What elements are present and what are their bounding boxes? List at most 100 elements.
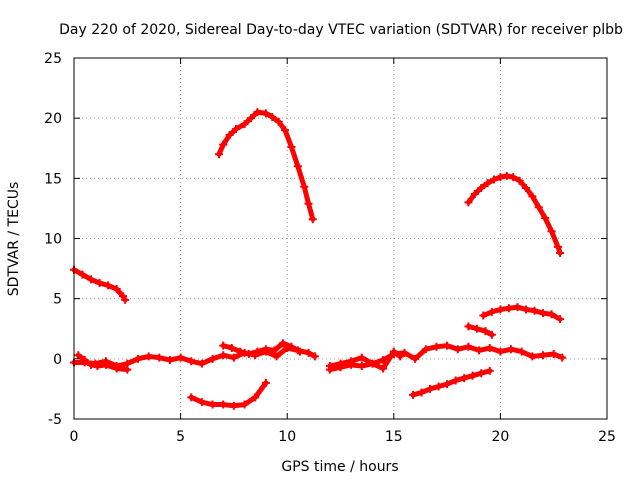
data-point <box>308 215 317 224</box>
data-point <box>515 176 524 185</box>
data-point <box>278 339 287 348</box>
data-point <box>556 315 565 324</box>
data-point <box>187 393 196 402</box>
data-point <box>293 162 302 171</box>
data-point <box>93 362 102 371</box>
series-arc-12 <box>408 366 494 399</box>
data-point <box>270 346 279 355</box>
ticks-layer: 0 5 10 15 20 25 -5 0 5 10 15 20 25 <box>44 51 616 445</box>
data-point <box>513 303 522 312</box>
data-point <box>155 353 164 362</box>
data-point <box>187 357 196 366</box>
data-point <box>304 348 313 357</box>
data-point <box>541 214 550 223</box>
data-point <box>133 354 142 363</box>
data-point <box>460 374 469 383</box>
x-tick-label: 20 <box>491 429 509 445</box>
data-point <box>487 330 496 339</box>
y-tick-label: 10 <box>44 232 62 248</box>
data-point <box>530 306 539 315</box>
y-tick-label: 5 <box>53 292 62 308</box>
y-tick-label: 0 <box>53 352 62 368</box>
data-point <box>244 350 253 359</box>
data-point <box>219 341 228 350</box>
data-point <box>101 360 110 369</box>
data-point <box>336 363 345 372</box>
series-arc-10 <box>325 347 405 374</box>
series-trace <box>410 368 493 398</box>
data-point <box>417 388 426 397</box>
series-arc-2 <box>214 108 317 224</box>
data-point <box>74 351 83 360</box>
data-point <box>281 126 290 135</box>
data-point <box>502 171 511 180</box>
data-point <box>310 352 319 361</box>
data-point <box>490 175 499 184</box>
data-point <box>472 324 481 333</box>
data-point <box>432 342 441 351</box>
data-point <box>421 345 430 354</box>
data-point <box>219 351 228 360</box>
series-arc-11 <box>187 378 270 410</box>
data-point <box>470 189 479 198</box>
chart-title: Day 220 of 2020, Sidereal Day-to-day VTE… <box>59 22 623 38</box>
data-point <box>487 307 496 316</box>
data-point <box>483 179 492 188</box>
data-point <box>225 131 234 140</box>
series-trace <box>465 323 495 338</box>
data-point <box>357 353 366 362</box>
data-point <box>287 143 296 152</box>
data-point <box>379 364 388 373</box>
data-point <box>477 369 486 378</box>
data-point <box>426 384 435 393</box>
data-point <box>443 380 452 389</box>
series-arc-8 <box>219 339 304 359</box>
y-tick-label: 15 <box>44 171 62 187</box>
data-point <box>481 327 490 336</box>
data-point <box>78 270 87 279</box>
series-arc-5 <box>479 303 565 324</box>
data-point <box>534 203 543 212</box>
data-layer <box>70 108 567 410</box>
data-point <box>477 183 486 192</box>
data-point <box>496 305 505 314</box>
data-point <box>496 347 505 356</box>
data-point <box>479 311 488 320</box>
data-point <box>232 124 241 133</box>
data-point <box>87 275 96 284</box>
data-point <box>496 173 505 182</box>
x-axis-label: GPS time / hours <box>281 459 398 475</box>
data-point <box>240 120 249 129</box>
data-point <box>214 150 223 159</box>
x-tick-label: 0 <box>70 429 79 445</box>
data-point <box>547 227 556 236</box>
data-point <box>443 341 452 350</box>
data-point <box>295 347 304 356</box>
data-point <box>464 198 473 207</box>
y-tick-label: 25 <box>44 51 62 67</box>
data-point <box>272 352 281 361</box>
data-point <box>521 183 530 192</box>
x-tick-label: 5 <box>176 429 185 445</box>
data-point <box>464 322 473 331</box>
data-point <box>325 365 334 374</box>
data-point <box>229 401 238 410</box>
data-point <box>87 360 96 369</box>
data-point <box>208 400 217 409</box>
series-trace <box>216 109 316 222</box>
data-point <box>123 365 132 374</box>
data-point <box>464 342 473 351</box>
x-tick-label: 15 <box>385 429 403 445</box>
data-point <box>227 344 236 353</box>
data-point <box>261 345 270 354</box>
data-point <box>396 352 405 361</box>
series-trace <box>220 340 303 357</box>
data-point <box>251 393 260 402</box>
data-point <box>434 382 443 391</box>
data-point <box>504 304 513 313</box>
y-tick-label: 20 <box>44 111 62 127</box>
data-point <box>539 309 548 318</box>
data-point <box>475 346 484 355</box>
data-point <box>112 285 121 294</box>
